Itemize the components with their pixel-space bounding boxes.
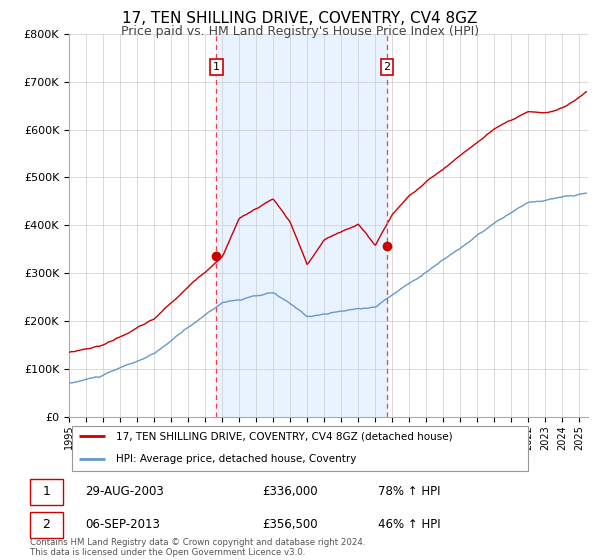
Text: 17, TEN SHILLING DRIVE, COVENTRY, CV4 8GZ (detached house): 17, TEN SHILLING DRIVE, COVENTRY, CV4 8G… <box>116 431 452 441</box>
Text: 29-AUG-2003: 29-AUG-2003 <box>85 485 164 498</box>
Text: 17, TEN SHILLING DRIVE, COVENTRY, CV4 8GZ: 17, TEN SHILLING DRIVE, COVENTRY, CV4 8G… <box>122 11 478 26</box>
Text: Contains HM Land Registry data © Crown copyright and database right 2024.
This d: Contains HM Land Registry data © Crown c… <box>30 538 365 557</box>
Text: Price paid vs. HM Land Registry's House Price Index (HPI): Price paid vs. HM Land Registry's House … <box>121 25 479 38</box>
Text: HPI: Average price, detached house, Coventry: HPI: Average price, detached house, Cove… <box>116 454 356 464</box>
Bar <box>217 34 387 417</box>
Text: 1: 1 <box>43 485 50 498</box>
FancyBboxPatch shape <box>71 426 529 471</box>
Text: 46% ↑ HPI: 46% ↑ HPI <box>378 518 440 531</box>
FancyBboxPatch shape <box>30 479 63 505</box>
Text: 2: 2 <box>383 62 391 72</box>
Text: £336,000: £336,000 <box>262 485 317 498</box>
Text: 1: 1 <box>213 62 220 72</box>
Text: 06-SEP-2013: 06-SEP-2013 <box>85 518 160 531</box>
Text: 78% ↑ HPI: 78% ↑ HPI <box>378 485 440 498</box>
Text: £356,500: £356,500 <box>262 518 317 531</box>
FancyBboxPatch shape <box>30 512 63 538</box>
Text: 2: 2 <box>43 518 50 531</box>
